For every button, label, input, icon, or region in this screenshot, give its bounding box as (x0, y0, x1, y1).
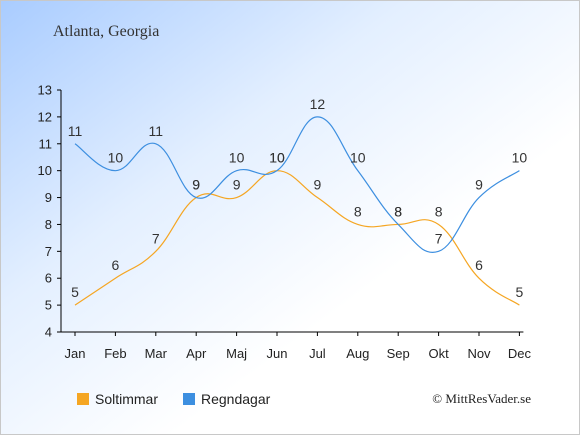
x-tick-label: Jun (267, 346, 288, 361)
legend-swatch-sun-hours (77, 393, 89, 405)
data-label-rain-days: 9 (475, 177, 483, 193)
data-label-sun-hours: 9 (192, 177, 200, 193)
y-tick-label: 7 (45, 244, 52, 259)
x-tick-label: Sep (387, 346, 410, 361)
data-label-sun-hours: 5 (71, 284, 79, 300)
x-tick-label: Okt (428, 346, 449, 361)
x-tick-label: Jul (309, 346, 326, 361)
legend-label-rain-days: Regndagar (201, 391, 271, 407)
y-tick-label: 10 (38, 163, 52, 178)
y-tick-label: 13 (38, 83, 52, 98)
data-label-sun-hours: 6 (475, 257, 483, 273)
data-label-rain-days: 10 (269, 150, 285, 166)
data-label-sun-hours: 8 (435, 203, 443, 219)
data-label-sun-hours: 7 (152, 230, 160, 246)
x-tick-label: Mar (145, 346, 168, 361)
data-label-rain-days: 10 (229, 150, 245, 166)
copyright-text: © MittResVader.se (432, 391, 531, 406)
x-tick-label: Maj (226, 346, 247, 361)
x-tick-label: Nov (467, 346, 491, 361)
x-tick-label: Aug (346, 346, 369, 361)
y-tick-label: 8 (45, 217, 52, 232)
legend-item-sun-hours: Soltimmar (77, 391, 158, 407)
data-label-rain-days: 7 (435, 230, 443, 246)
data-label-rain-days: 10 (108, 150, 124, 166)
y-tick-label: 12 (38, 109, 52, 124)
series-line-sun-hours (74, 170, 520, 306)
data-label-rain-days: 11 (149, 123, 164, 139)
x-tick-label: Dec (508, 346, 532, 361)
data-label-rain-days: 8 (394, 203, 402, 219)
y-tick-label: 11 (39, 136, 53, 151)
legend-label-sun-hours: Soltimmar (95, 391, 159, 407)
y-tick-label: 5 (45, 298, 52, 313)
data-label-sun-hours: 9 (314, 177, 322, 193)
legend-item-rain-days: Regndagar (183, 391, 270, 407)
data-label-sun-hours: 8 (394, 203, 402, 219)
chart-title: Atlanta, Georgia (53, 23, 160, 40)
data-label-sun-hours: 5 (516, 284, 524, 300)
series-line-rain-days (74, 116, 520, 253)
x-tick-label: Apr (186, 346, 207, 361)
data-label-rain-days: 9 (192, 177, 200, 193)
data-label-rain-days: 12 (310, 96, 326, 112)
data-label-rain-days: 10 (512, 150, 528, 166)
data-label-rain-days: 11 (68, 123, 83, 139)
y-tick-label: 9 (45, 190, 52, 205)
y-tick-label: 4 (45, 325, 52, 340)
data-label-sun-hours: 6 (112, 257, 120, 273)
data-label-rain-days: 10 (350, 150, 366, 166)
legend-swatch-rain-days (183, 393, 195, 405)
data-label-sun-hours: 10 (269, 150, 285, 166)
data-label-sun-hours: 8 (354, 203, 362, 219)
x-tick-label: Jan (65, 346, 86, 361)
y-tick-label: 6 (45, 271, 52, 286)
x-tick-label: Feb (104, 346, 126, 361)
data-label-sun-hours: 9 (233, 177, 241, 193)
